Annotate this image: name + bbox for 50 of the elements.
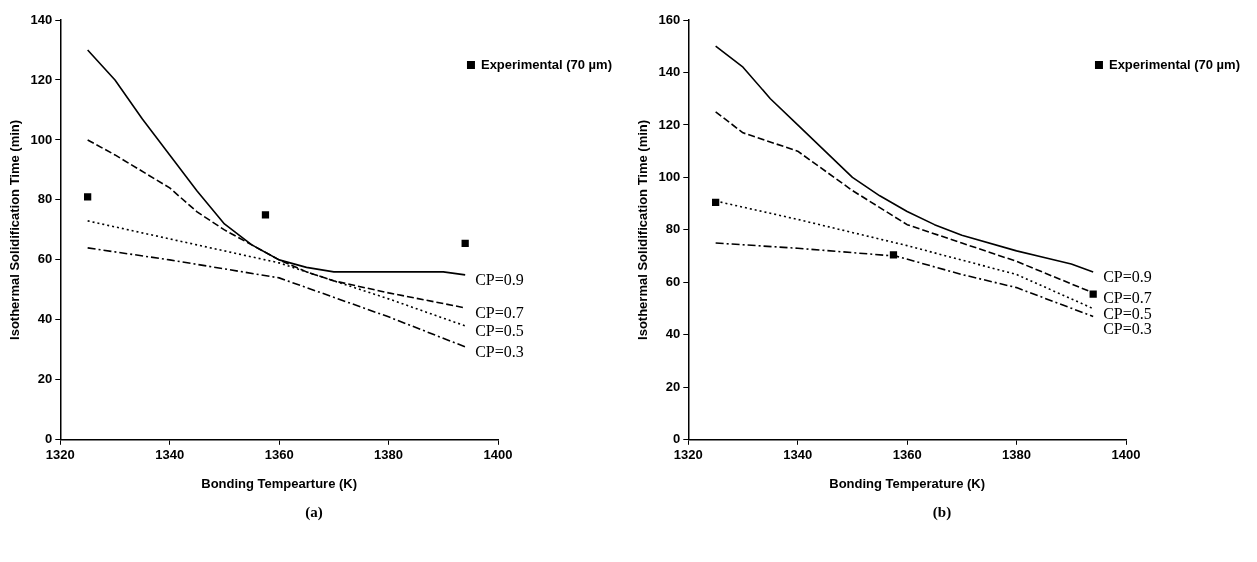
- series-label: CP=0.3: [475, 343, 524, 361]
- y-tick-label: 100: [30, 131, 53, 147]
- legend-label: Experimental (70 µm): [1108, 56, 1241, 72]
- series-label: CP=0.9: [1103, 268, 1152, 286]
- y-tick-label: 60: [665, 273, 681, 289]
- x-tick-label: 1400: [483, 447, 513, 463]
- series-label: CP=0.7: [1103, 289, 1152, 307]
- point: [84, 193, 92, 201]
- series-label: CP=0.7: [475, 304, 524, 322]
- series-label: CP=0.3: [1103, 319, 1152, 337]
- x-tick-label: 1400: [1111, 447, 1141, 463]
- x-tick-label: 1360: [892, 447, 922, 463]
- x-tick-label: 1380: [374, 447, 404, 463]
- legend-label: Experimental (70 µm): [480, 56, 613, 72]
- x-tick-label: 1340: [783, 447, 813, 463]
- y-tick-label: 60: [37, 251, 53, 267]
- y-tick-label: 40: [37, 311, 53, 327]
- line-series: [714, 242, 1094, 318]
- text: (a): [304, 504, 324, 521]
- y-tick-label: 20: [665, 378, 681, 394]
- x-tick-label: 1340: [155, 447, 185, 463]
- series-label: CP=0.5: [1103, 304, 1152, 322]
- y-tick-label: 160: [658, 11, 681, 27]
- text: (b): [931, 504, 953, 521]
- x-tick-label: 1360: [264, 447, 294, 463]
- x-tick-label: 1320: [45, 447, 75, 463]
- x-tick-label: 1320: [673, 447, 703, 463]
- point: [461, 239, 469, 248]
- y-tick-label: 120: [658, 116, 681, 132]
- y-tick-label: 0: [673, 431, 681, 447]
- series-label: CP=0.5: [475, 322, 524, 340]
- x-axis-title: Bonding Tempearture (K): [201, 475, 358, 491]
- y-tick-label: 100: [658, 169, 681, 184]
- y-tick-label: 0: [45, 431, 53, 447]
- y-tick-label: 80: [665, 221, 681, 237]
- y-tick-label: 140: [30, 11, 53, 27]
- y-axis-title: Isothermal Solidification Time (min): [7, 119, 23, 340]
- x-tick-label: 1380: [1002, 447, 1032, 463]
- x-axis-title: Bonding Temperature (K): [829, 475, 986, 491]
- point: [261, 211, 270, 219]
- point: [712, 198, 720, 206]
- point: [1089, 290, 1097, 298]
- y-tick-label: 20: [37, 371, 53, 387]
- y-tick-label: 40: [665, 326, 681, 342]
- line-series: [86, 247, 466, 348]
- y-tick-label: 120: [30, 71, 53, 87]
- y-tick-label: 80: [37, 191, 53, 207]
- y-axis-title: Isothermal Solidification Time (min): [635, 119, 651, 340]
- y-tick-label: 140: [658, 64, 681, 80]
- series-label: CP=0.9: [475, 271, 524, 289]
